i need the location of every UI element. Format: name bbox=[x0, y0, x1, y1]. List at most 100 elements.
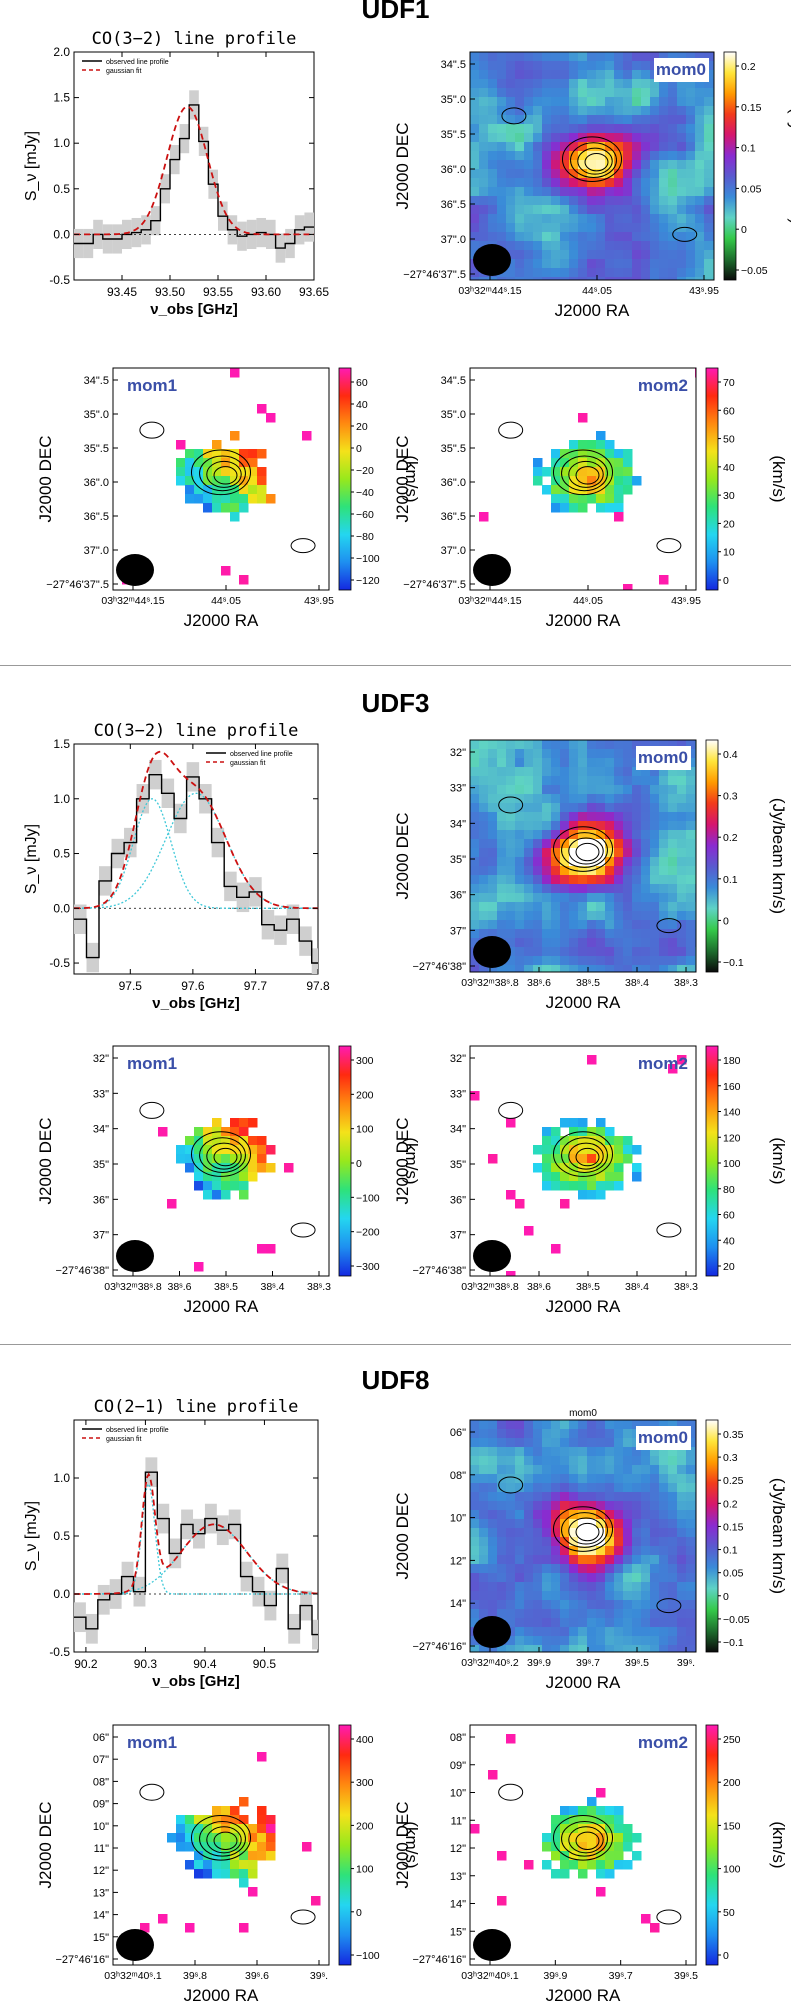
map-pixel bbox=[623, 1645, 633, 1652]
map-pixel bbox=[578, 1618, 588, 1628]
map-pixel bbox=[569, 259, 579, 269]
contour-line bbox=[190, 1131, 252, 1177]
colorbar bbox=[338, 1045, 352, 1277]
map-pixel bbox=[650, 830, 660, 840]
map-pixel bbox=[470, 268, 480, 278]
map-pixel bbox=[524, 839, 534, 849]
map-pixel bbox=[632, 947, 642, 957]
map-pixel bbox=[248, 1860, 258, 1870]
map-pixel bbox=[614, 1582, 624, 1592]
map-pixel bbox=[497, 178, 507, 188]
map-pixel bbox=[587, 277, 597, 280]
map-pixel bbox=[542, 767, 552, 777]
map-pixel bbox=[659, 1618, 669, 1628]
map-pixel bbox=[506, 1118, 516, 1128]
map-pixel bbox=[479, 740, 489, 750]
map-pixel bbox=[686, 277, 696, 280]
map-pixel bbox=[488, 1429, 498, 1439]
map-pixel bbox=[614, 1555, 624, 1565]
y-tick-label: 12" bbox=[93, 1865, 109, 1877]
map-pixel bbox=[470, 1492, 480, 1502]
y-tick-label: 1.0 bbox=[53, 136, 70, 150]
map-pixel bbox=[497, 812, 507, 822]
map-pixel bbox=[659, 1573, 669, 1583]
map-pixel bbox=[686, 821, 696, 831]
map-pixel bbox=[668, 920, 678, 930]
map-pixel bbox=[650, 97, 660, 107]
map-pixel bbox=[560, 1824, 570, 1834]
map-pixel bbox=[569, 503, 579, 513]
y-tick-label: 34".5 bbox=[441, 375, 466, 387]
map-pixel bbox=[479, 866, 489, 876]
map-pixel bbox=[470, 277, 480, 280]
map-pixel bbox=[632, 250, 642, 260]
map-pixel bbox=[497, 1456, 507, 1466]
map-pixel bbox=[479, 749, 489, 759]
map-pixel bbox=[542, 1163, 552, 1173]
map-pixel bbox=[668, 142, 678, 152]
map-pixel bbox=[686, 1510, 696, 1520]
map-pixel bbox=[614, 758, 624, 768]
map-pixel bbox=[203, 1127, 213, 1137]
map-pixel bbox=[479, 232, 489, 242]
map-pixel bbox=[470, 740, 480, 750]
map-pixel bbox=[569, 965, 579, 972]
map-pixel bbox=[488, 884, 498, 894]
map-pixel bbox=[470, 848, 480, 858]
map-pixel bbox=[506, 1645, 516, 1652]
map-pixel bbox=[686, 97, 696, 107]
x-tick-label: 03ʰ32ᵐ38ˢ.8 bbox=[461, 1281, 519, 1293]
map-pixel bbox=[470, 839, 480, 849]
map-pixel bbox=[542, 965, 552, 972]
map-pixel bbox=[248, 1842, 258, 1852]
map-pixel bbox=[650, 1483, 660, 1493]
map-pixel bbox=[560, 79, 570, 89]
map-pixel bbox=[569, 1154, 579, 1164]
colorbar-tick-label: −20 bbox=[356, 465, 374, 477]
map-pixel bbox=[677, 214, 687, 224]
map-pixel bbox=[596, 458, 606, 468]
x-tick-label: 44ˢ.05 bbox=[211, 595, 241, 607]
map-pixel bbox=[569, 785, 579, 795]
map-pixel bbox=[470, 1564, 480, 1574]
map-pixel bbox=[614, 52, 624, 62]
map-pixel bbox=[533, 848, 543, 858]
contour-line bbox=[575, 842, 600, 862]
map-pixel bbox=[479, 794, 489, 804]
map-pixel bbox=[614, 938, 624, 948]
map-pixel bbox=[560, 268, 570, 278]
map-pixel bbox=[578, 1447, 588, 1457]
map-pixel bbox=[560, 1447, 570, 1457]
map-pixel bbox=[650, 1600, 660, 1610]
map-pixel bbox=[515, 1492, 525, 1502]
map-pixel bbox=[569, 776, 579, 786]
map-pixel bbox=[506, 767, 516, 777]
map-pixel bbox=[506, 277, 516, 280]
map-pixel bbox=[551, 911, 561, 921]
map-pixel bbox=[605, 893, 615, 903]
map-pixel bbox=[569, 449, 579, 459]
map-pixel bbox=[506, 938, 516, 948]
map-pixel bbox=[569, 821, 579, 831]
map-pixel bbox=[470, 1465, 480, 1475]
map-pixel bbox=[248, 1869, 258, 1879]
map-pixel bbox=[686, 794, 696, 804]
map-pixel bbox=[587, 1627, 597, 1637]
map-pixel bbox=[641, 70, 651, 80]
map-pixel bbox=[686, 938, 696, 948]
map-pixel bbox=[542, 70, 552, 80]
map-pixel bbox=[551, 259, 561, 269]
map-pixel bbox=[587, 884, 597, 894]
map-pixel bbox=[551, 866, 561, 876]
map-pixel bbox=[605, 1510, 615, 1520]
map-pixel bbox=[605, 1483, 615, 1493]
map-pixel bbox=[632, 70, 642, 80]
moment-label: mom0 bbox=[638, 1428, 688, 1447]
map-pixel bbox=[587, 106, 597, 116]
map-pixel bbox=[677, 1537, 687, 1547]
map-pixel bbox=[614, 1172, 624, 1182]
map-pixel bbox=[248, 1887, 258, 1897]
map-pixel bbox=[497, 776, 507, 786]
contour-line bbox=[501, 107, 527, 125]
map-pixel bbox=[578, 223, 588, 233]
